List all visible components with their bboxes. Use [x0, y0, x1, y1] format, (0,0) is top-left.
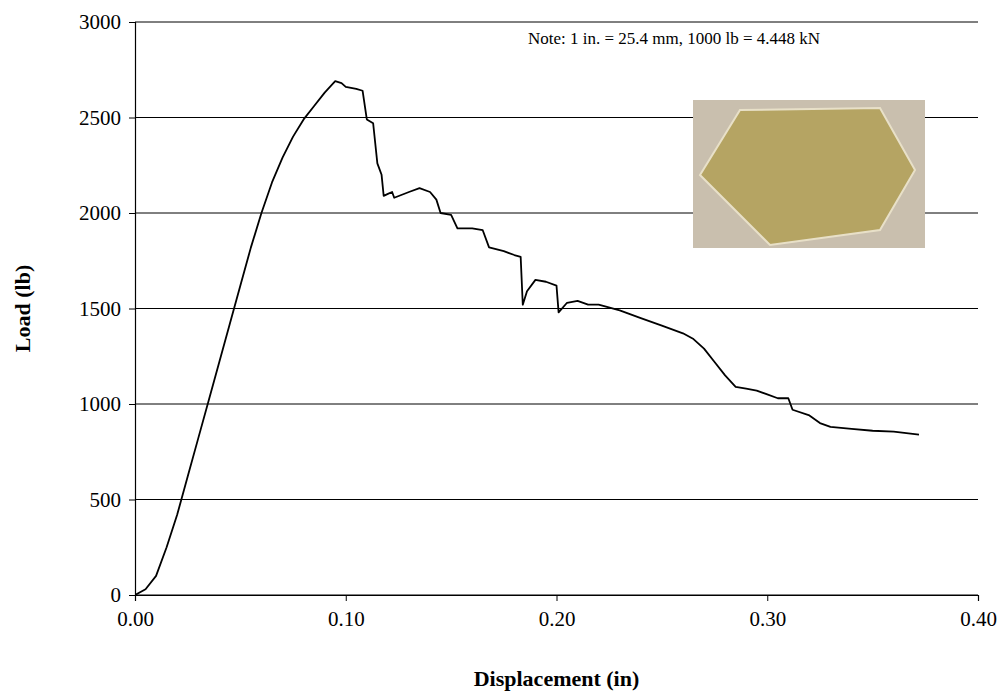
x-tick-mark: [557, 595, 558, 601]
x-axis-line: [136, 596, 979, 602]
grid-line: [135, 499, 978, 500]
x-tick: 0.10: [328, 595, 365, 631]
y-tick: 0: [111, 583, 136, 607]
grid-line: [135, 22, 978, 23]
x-tick-mark: [346, 595, 347, 601]
inset-specimen: [700, 108, 915, 245]
x-tick-label: 0.40: [960, 607, 997, 631]
y-tick-mark: [129, 500, 135, 501]
plot-area: 0 500 1000 1500 2000 2500 3000 0.00 0.10 0.20 0.30…: [79, 10, 997, 631]
y-tick-mark: [129, 213, 135, 214]
grid-line: [135, 308, 978, 309]
x-tick-mark: [978, 595, 979, 601]
x-tick: 0.30: [749, 595, 786, 631]
y-tick-mark: [129, 595, 135, 596]
y-axis-title: Load (lb): [10, 265, 35, 352]
y-tick: 500: [90, 488, 136, 512]
x-tick: 0.00: [117, 595, 154, 631]
y-tick: 1000: [79, 392, 135, 416]
x-tick: 0.20: [539, 595, 576, 631]
y-tick: 1500: [79, 297, 135, 321]
x-axis: 0.00 0.10 0.20 0.30 0.40: [117, 595, 997, 631]
y-tick-label: 0: [111, 583, 122, 607]
y-tick: 2000: [79, 201, 135, 225]
x-tick-mark: [135, 595, 136, 601]
load-curve: [135, 81, 919, 595]
x-tick-label: 0.20: [539, 607, 576, 631]
y-tick-label: 2000: [79, 201, 121, 225]
grid: [135, 22, 978, 595]
y-tick-mark: [129, 404, 135, 405]
y-tick-label: 2500: [79, 106, 121, 130]
y-tick-mark: [129, 309, 135, 310]
y-tick-label: 500: [90, 488, 122, 512]
y-tick-mark: [129, 22, 135, 23]
x-tick-mark: [767, 595, 768, 601]
annotation: Note: 1 in. = 25.4 mm, 1000 lb = 4.448 k…: [528, 29, 820, 48]
inset-background: [693, 100, 925, 248]
y-tick-label: 1000: [79, 392, 121, 416]
x-axis-title: Displacement (in): [474, 666, 640, 691]
y-tick: 3000: [79, 10, 135, 34]
grid-line: [135, 404, 978, 405]
x-tick-label: 0.10: [328, 607, 365, 631]
x-tick-label: 0.00: [117, 607, 154, 631]
y-tick-label: 1500: [79, 297, 121, 321]
y-tick-mark: [129, 118, 135, 119]
y-tick: 2500: [79, 106, 135, 130]
series: [135, 81, 919, 595]
y-axis: 0 500 1000 1500 2000 2500 3000: [79, 10, 136, 607]
y-axis-line: [129, 23, 136, 596]
chart: 0 500 1000 1500 2000 2500 3000 0.00 0.10 0.20 0.30…: [0, 0, 1008, 700]
inset-photo: [693, 100, 925, 248]
x-tick: 0.40: [960, 595, 997, 631]
y-tick-label: 3000: [79, 10, 121, 34]
x-tick-label: 0.30: [749, 607, 786, 631]
